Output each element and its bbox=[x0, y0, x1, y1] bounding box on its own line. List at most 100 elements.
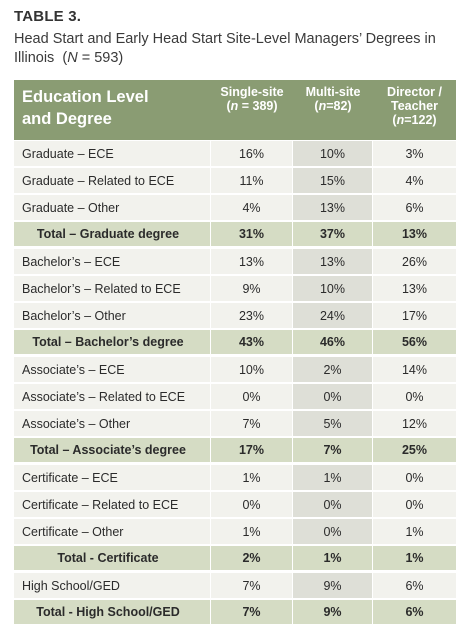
header-col3-n-open: ( bbox=[392, 113, 397, 127]
table-row: Graduate – Related to ECE 11% 15% 4% bbox=[14, 167, 456, 194]
single-site-value: 4% bbox=[211, 194, 293, 221]
table-row: Bachelor’s – Related to ECE 9% 10% 13% bbox=[14, 275, 456, 302]
director-teacher-value: 4% bbox=[373, 167, 456, 194]
director-teacher-value: 26% bbox=[373, 248, 456, 275]
multi-site-value: 7% bbox=[293, 437, 373, 464]
multi-site-value: 9% bbox=[293, 572, 373, 599]
multi-site-value: 46% bbox=[293, 329, 373, 356]
director-teacher-value: 1% bbox=[373, 518, 456, 545]
caption-n-open: ( bbox=[62, 50, 68, 66]
table-total-row: Total – Graduate degree 31% 37% 13% bbox=[14, 221, 456, 248]
header-col2-title: Multi-site bbox=[305, 85, 361, 99]
multi-site-value: 1% bbox=[293, 464, 373, 491]
single-site-value: 17% bbox=[211, 437, 293, 464]
header-col1-n: (n = 389) bbox=[211, 99, 293, 113]
multi-site-value: 13% bbox=[293, 248, 373, 275]
header-col2-n: (n=82) bbox=[293, 99, 373, 113]
header-col2-n-rest: =82) bbox=[326, 99, 352, 113]
multi-site-value: 1% bbox=[293, 545, 373, 572]
director-teacher-value: 25% bbox=[373, 437, 456, 464]
header-director-teacher: Director / Teacher (n=122) bbox=[373, 80, 456, 140]
single-site-value: 13% bbox=[211, 248, 293, 275]
table-header-row: Education Level and Degree Single-site (… bbox=[14, 80, 456, 140]
single-site-value: 11% bbox=[211, 167, 293, 194]
table-row: Bachelor’s – ECE 13% 13% 26% bbox=[14, 248, 456, 275]
row-label: Total – Graduate degree bbox=[14, 221, 211, 248]
header-education-level: Education Level and Degree bbox=[14, 80, 211, 140]
table-row: Associate’s – Other 7% 5% 12% bbox=[14, 410, 456, 437]
row-label: Graduate – Other bbox=[14, 194, 211, 221]
single-site-value: 43% bbox=[211, 329, 293, 356]
director-teacher-value: 14% bbox=[373, 356, 456, 383]
row-label: Certificate – Other bbox=[14, 518, 211, 545]
table-row: Graduate – Other 4% 13% 6% bbox=[14, 194, 456, 221]
single-site-value: 2% bbox=[211, 545, 293, 572]
row-label: High School/GED bbox=[14, 572, 211, 599]
row-label: Associate’s – Related to ECE bbox=[14, 383, 211, 410]
caption-n-label: N bbox=[67, 50, 78, 66]
row-label: Bachelor’s – ECE bbox=[14, 248, 211, 275]
row-label: Bachelor’s – Related to ECE bbox=[14, 275, 211, 302]
row-label: Graduate – ECE bbox=[14, 140, 211, 167]
single-site-value: 1% bbox=[211, 464, 293, 491]
director-teacher-value: 6% bbox=[373, 194, 456, 221]
header-col3-n: (n=122) bbox=[373, 113, 456, 127]
multi-site-value: 5% bbox=[293, 410, 373, 437]
table-row: Certificate – ECE 1% 1% 0% bbox=[14, 464, 456, 491]
single-site-value: 1% bbox=[211, 518, 293, 545]
caption-n-rest: = 593) bbox=[77, 50, 124, 66]
director-teacher-value: 0% bbox=[373, 383, 456, 410]
header-single-site: Single-site (n = 389) bbox=[211, 80, 293, 140]
row-label: Total – Associate’s degree bbox=[14, 437, 211, 464]
multi-site-value: 10% bbox=[293, 275, 373, 302]
multi-site-value: 24% bbox=[293, 302, 373, 329]
header-col0-line1: Education Level bbox=[22, 88, 149, 106]
table-row: Certificate – Related to ECE 0% 0% 0% bbox=[14, 491, 456, 518]
multi-site-value: 37% bbox=[293, 221, 373, 248]
row-label: Certificate – ECE bbox=[14, 464, 211, 491]
single-site-value: 0% bbox=[211, 383, 293, 410]
row-label: Graduate – Related to ECE bbox=[14, 167, 211, 194]
director-teacher-value: 17% bbox=[373, 302, 456, 329]
director-teacher-value: 13% bbox=[373, 221, 456, 248]
table-body: Graduate – ECE 16% 10% 3% Graduate – Related… bbox=[14, 140, 456, 626]
table-total-row: Total – Bachelor’s degree 43% 46% 56% bbox=[14, 329, 456, 356]
table-row: Associate’s – Related to ECE 0% 0% 0% bbox=[14, 383, 456, 410]
director-teacher-value: 6% bbox=[373, 572, 456, 599]
director-teacher-value: 1% bbox=[373, 545, 456, 572]
table-total-row: Total – Associate’s degree 17% 7% 25% bbox=[14, 437, 456, 464]
degrees-table: Education Level and Degree Single-site (… bbox=[14, 80, 456, 626]
table-caption: Head Start and Early Head Start Site-Lev… bbox=[14, 30, 459, 68]
row-label: Total – Bachelor’s degree bbox=[14, 329, 211, 356]
row-label: Associate’s – ECE bbox=[14, 356, 211, 383]
header-col1-n-open: ( bbox=[226, 99, 231, 113]
single-site-value: 7% bbox=[211, 599, 293, 626]
director-teacher-value: 12% bbox=[373, 410, 456, 437]
single-site-value: 31% bbox=[211, 221, 293, 248]
director-teacher-value: 0% bbox=[373, 491, 456, 518]
table-total-row: Total - Certificate 2% 1% 1% bbox=[14, 545, 456, 572]
table-total-row: Total - High School/GED 7% 9% 6% bbox=[14, 599, 456, 626]
row-label: Bachelor’s – Other bbox=[14, 302, 211, 329]
header-col1-n-rest: = 389) bbox=[238, 99, 278, 113]
table-row: Bachelor’s – Other 23% 24% 17% bbox=[14, 302, 456, 329]
multi-site-value: 13% bbox=[293, 194, 373, 221]
header-multi-site: Multi-site (n=82) bbox=[293, 80, 373, 140]
single-site-value: 9% bbox=[211, 275, 293, 302]
single-site-value: 7% bbox=[211, 572, 293, 599]
table-row: Certificate – Other 1% 0% 1% bbox=[14, 518, 456, 545]
header-col1-n-label: n bbox=[230, 99, 239, 113]
single-site-value: 0% bbox=[211, 491, 293, 518]
director-teacher-value: 6% bbox=[373, 599, 456, 626]
header-col3-title2: Teacher bbox=[390, 99, 438, 113]
header-col1-title: Single-site bbox=[220, 85, 284, 99]
header-col3-n-label: n bbox=[396, 113, 405, 127]
single-site-value: 10% bbox=[211, 356, 293, 383]
caption-text: Head Start and Early Head Start Site-Lev… bbox=[14, 31, 436, 66]
multi-site-value: 9% bbox=[293, 599, 373, 626]
multi-site-value: 15% bbox=[293, 167, 373, 194]
header-col3-n-rest: =122) bbox=[404, 113, 437, 127]
director-teacher-value: 3% bbox=[373, 140, 456, 167]
table-label: TABLE 3. bbox=[14, 8, 82, 25]
